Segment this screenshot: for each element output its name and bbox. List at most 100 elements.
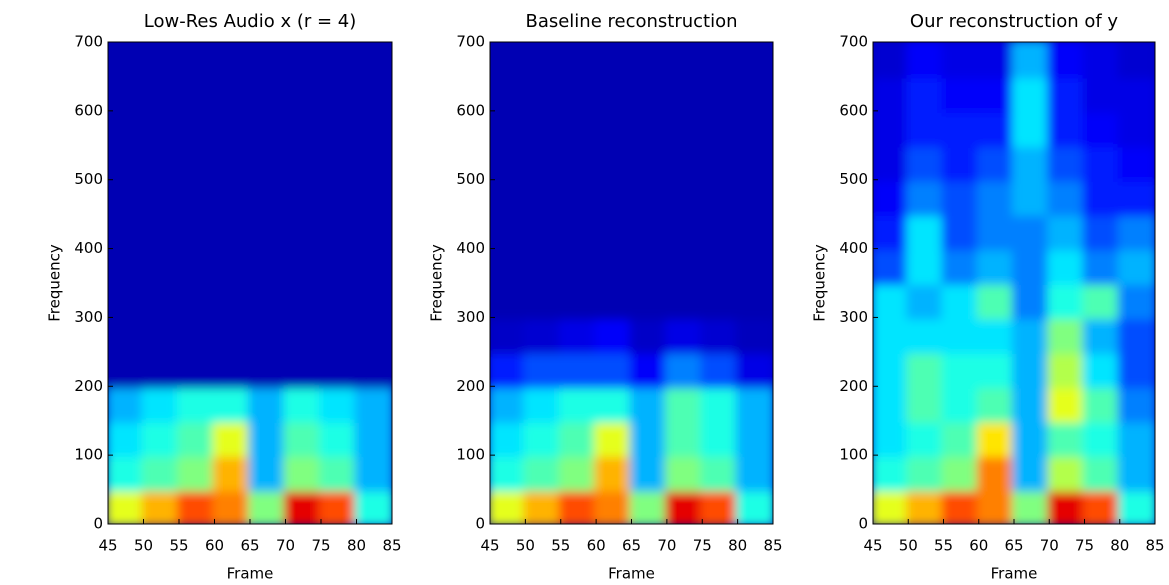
heat-cell <box>976 384 1016 423</box>
heat-cell <box>248 315 288 354</box>
heat-cell <box>354 212 392 251</box>
heat-cell <box>594 212 634 251</box>
heat-cell <box>873 246 911 285</box>
heat-cell <box>248 212 288 251</box>
heat-cell <box>283 108 323 148</box>
heat-cell <box>354 487 392 524</box>
heat-cell <box>523 177 563 217</box>
heat-cell <box>700 315 740 354</box>
heat-cell <box>594 177 634 217</box>
heat-cell <box>212 453 252 492</box>
heat-cell <box>941 108 981 148</box>
x-tick-label: 50 <box>899 537 918 555</box>
heat-cell <box>283 487 323 524</box>
heat-cell <box>700 143 740 182</box>
x-tick-label: 80 <box>728 537 747 555</box>
heat-cell <box>283 74 323 113</box>
heat-cell <box>941 453 981 492</box>
heat-cell <box>490 212 528 251</box>
heat-cell <box>212 246 252 285</box>
heat-cell <box>906 349 946 389</box>
heat-cell <box>1117 143 1155 182</box>
x-tick-label: 75 <box>311 537 330 555</box>
heat-cell <box>629 42 669 79</box>
y-tick-label: 0 <box>93 515 103 533</box>
heat-cell <box>735 418 773 458</box>
heat-cell <box>490 453 528 492</box>
heat-cell <box>177 212 217 251</box>
heat-cell <box>319 143 359 182</box>
heat-cell <box>141 246 181 285</box>
heat-cell <box>594 143 634 182</box>
heat-cell <box>700 487 740 524</box>
heat-cell <box>490 143 528 182</box>
heat-cell <box>319 212 359 251</box>
heat-cell <box>594 74 634 113</box>
heat-cell <box>141 418 181 458</box>
x-tick-label: 45 <box>863 537 882 555</box>
heat-cell <box>1012 177 1052 217</box>
heat-cell <box>629 246 669 285</box>
heat-cell <box>283 418 323 458</box>
heat-cell <box>1012 384 1052 423</box>
heat-cell <box>248 453 288 492</box>
heat-cell <box>594 281 634 320</box>
heat-cell <box>523 281 563 320</box>
x-tick-label: 80 <box>347 537 366 555</box>
heat-cell <box>941 487 981 524</box>
heat-cell <box>490 315 528 354</box>
heat-cell <box>976 42 1016 79</box>
heat-cell <box>976 453 1016 492</box>
heat-cell <box>664 212 705 251</box>
heat-cell <box>212 418 252 458</box>
y-tick-label: 600 <box>74 101 103 119</box>
heat-cell <box>141 212 181 251</box>
heatmap <box>873 42 1155 524</box>
heat-cell <box>212 315 252 354</box>
x-axis-label: Frame <box>227 565 274 583</box>
x-tick-label: 55 <box>934 537 953 555</box>
heat-cell <box>1012 74 1052 113</box>
y-tick-label: 100 <box>456 446 485 464</box>
heat-cell <box>558 281 599 320</box>
heat-cell <box>1117 349 1155 389</box>
heat-cell <box>319 418 359 458</box>
heat-cell <box>629 418 669 458</box>
heat-cell <box>1082 487 1122 524</box>
heat-cell <box>212 487 252 524</box>
heat-cell <box>906 108 946 148</box>
heat-cell <box>523 108 563 148</box>
heat-cell <box>212 281 252 320</box>
heat-cell <box>354 246 392 285</box>
x-tick-label: 45 <box>98 537 117 555</box>
heat-cell <box>1082 212 1122 251</box>
heat-cell <box>108 281 146 320</box>
heat-cell <box>283 281 323 320</box>
heat-cell <box>906 177 946 217</box>
heat-cell <box>629 487 669 524</box>
heat-cell <box>700 212 740 251</box>
heat-cell <box>976 212 1016 251</box>
x-axis-label: Frame <box>608 565 655 583</box>
heat-cell <box>212 384 252 423</box>
heat-cell <box>212 108 252 148</box>
heat-cell <box>1012 143 1052 182</box>
heat-cell <box>248 418 288 458</box>
heat-cell <box>212 349 252 389</box>
y-tick-label: 300 <box>839 308 868 326</box>
heat-cell <box>1047 74 1087 113</box>
heat-cell <box>906 418 946 458</box>
heat-cell <box>941 246 981 285</box>
heat-cell <box>629 349 669 389</box>
y-axis-label: Frequency <box>428 244 446 322</box>
heat-cell <box>629 74 669 113</box>
heat-cell <box>1012 349 1052 389</box>
heat-cell <box>354 281 392 320</box>
heatmap <box>490 42 773 524</box>
x-tick-label: 85 <box>1145 537 1164 555</box>
heat-cell <box>664 108 705 148</box>
y-axis-label: Frequency <box>46 244 64 322</box>
heatmap <box>108 42 392 524</box>
heat-cell <box>1047 246 1087 285</box>
heat-cell <box>735 212 773 251</box>
